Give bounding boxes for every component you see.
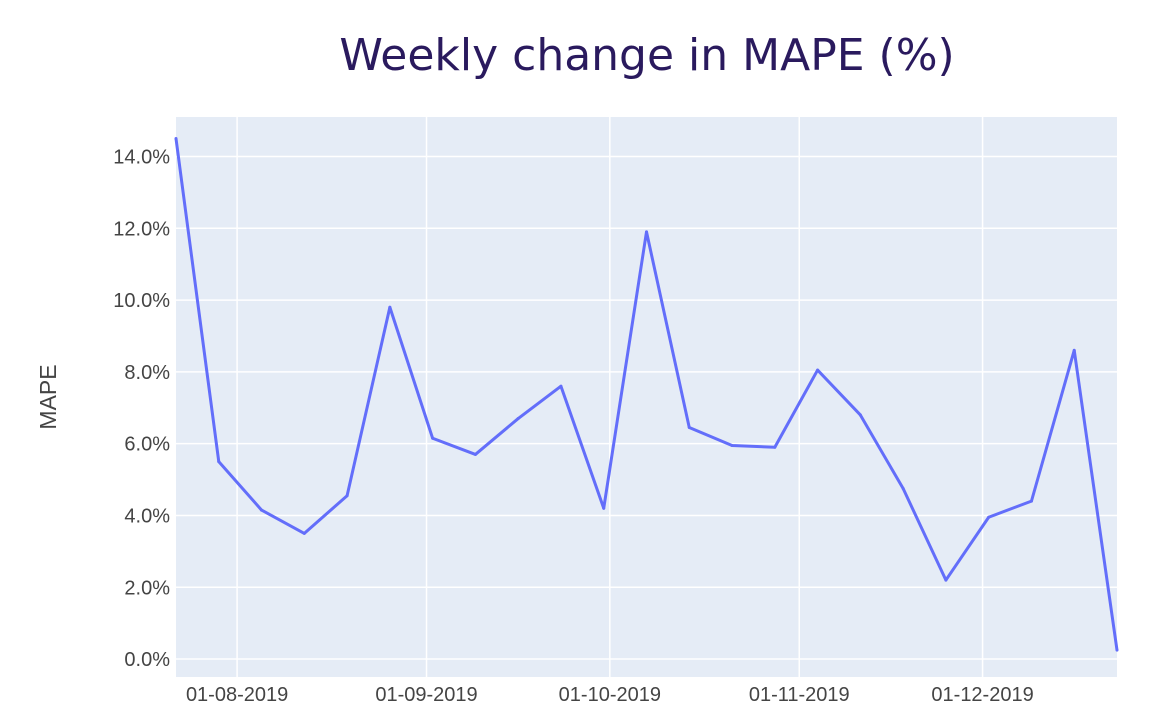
y-axis-title: MAPE xyxy=(35,364,61,429)
data-point xyxy=(901,487,905,491)
y-gridlines xyxy=(176,155,1117,660)
data-point xyxy=(730,443,734,447)
data-point xyxy=(1115,648,1119,652)
x-gridlines xyxy=(236,117,984,677)
x-tick-label: 01-10-2019 xyxy=(559,684,661,706)
series-group xyxy=(174,137,1119,652)
data-point xyxy=(816,368,820,372)
x-tick-label: 01-11-2019 xyxy=(749,684,850,706)
y-tick-label: 14.0% xyxy=(113,146,170,168)
data-point xyxy=(858,413,862,417)
data-point xyxy=(345,494,349,498)
x-tick-label: 01-08-2019 xyxy=(186,684,288,706)
y-tick-label: 12.0% xyxy=(113,218,170,240)
y-axis-ticks: 0.0% 2.0% 4.0% 6.0% 8.0% 10.0% 12.0% 14.0% xyxy=(113,146,170,671)
y-tick-label: 2.0% xyxy=(124,577,170,599)
plot-area xyxy=(176,117,1117,677)
data-point xyxy=(1072,348,1076,352)
y-tick-label: 6.0% xyxy=(124,434,170,456)
data-point xyxy=(388,305,392,309)
data-point xyxy=(431,436,435,440)
data-point xyxy=(987,515,991,519)
data-point xyxy=(302,531,306,535)
x-axis-ticks: 01-08-2019 01-09-2019 01-10-2019 01-11-2019… xyxy=(186,684,1034,706)
x-tick-label: 01-12-2019 xyxy=(931,684,1033,706)
y-tick-label: 4.0% xyxy=(124,505,170,527)
data-point xyxy=(559,384,563,388)
data-point xyxy=(260,508,264,512)
y-tick-label: 10.0% xyxy=(113,290,170,312)
data-point xyxy=(602,506,606,510)
data-point xyxy=(473,452,477,456)
data-point xyxy=(217,460,221,464)
data-point xyxy=(516,417,520,421)
y-tick-label: 8.0% xyxy=(124,362,170,384)
data-point xyxy=(687,426,691,430)
data-point xyxy=(773,445,777,449)
data-point xyxy=(645,230,648,234)
data-point xyxy=(944,578,948,582)
chart-title: Weekly change in MAPE (%) xyxy=(339,30,955,81)
data-point xyxy=(1029,499,1033,503)
y-tick-label: 0.0% xyxy=(124,649,170,671)
x-tick-label: 01-09-2019 xyxy=(375,684,477,706)
data-point xyxy=(174,137,178,141)
